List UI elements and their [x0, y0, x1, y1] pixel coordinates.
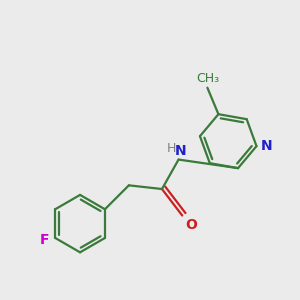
Text: F: F [40, 233, 50, 247]
Text: N: N [261, 139, 272, 153]
Text: N: N [175, 144, 186, 158]
Text: O: O [185, 218, 197, 233]
Text: H: H [167, 142, 177, 155]
Text: CH₃: CH₃ [196, 72, 219, 85]
